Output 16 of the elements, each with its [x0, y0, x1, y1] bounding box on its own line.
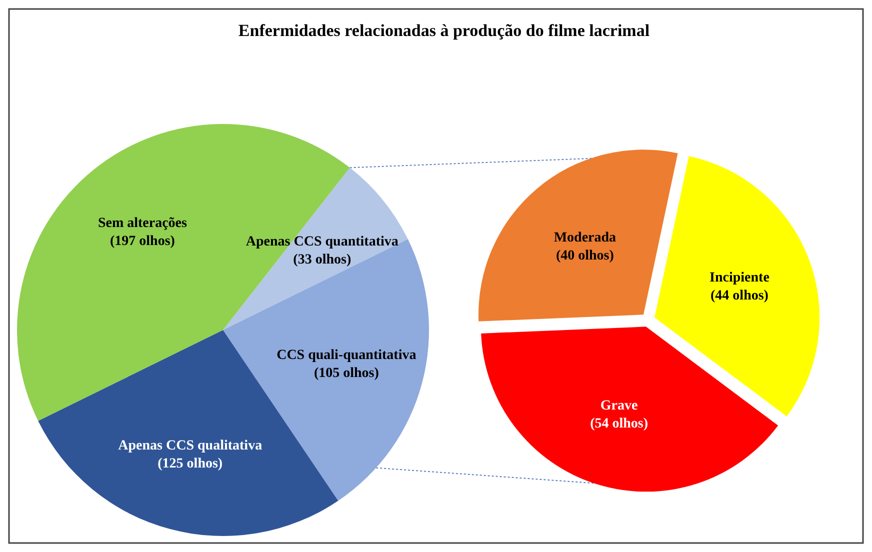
data-label: (105 olhos)	[314, 366, 380, 381]
data-label: (125 olhos)	[158, 456, 223, 472]
slice-label: Grave	[600, 398, 638, 414]
data-label: (40 olhos)	[556, 248, 614, 264]
pie-slice	[223, 168, 408, 330]
data-label: (33 olhos)	[293, 252, 352, 268]
slice-label: Incipiente	[710, 270, 770, 286]
slice-label: CCS quali-quantitativa	[276, 348, 416, 363]
data-label: (197 olhos)	[110, 234, 176, 249]
slice-label: Apenas CCS qualitativa	[118, 438, 262, 454]
data-label: (44 olhos)	[710, 288, 769, 304]
slice-label: Sem alterações	[98, 216, 188, 231]
slice-label: Moderada	[554, 230, 616, 246]
chart-title: Enfermidades relacionadas à produção do filme lacrimal	[238, 21, 650, 40]
data-label: (54 olhos)	[590, 416, 648, 432]
slice-label: Apenas CCS quantitativa	[246, 234, 398, 250]
